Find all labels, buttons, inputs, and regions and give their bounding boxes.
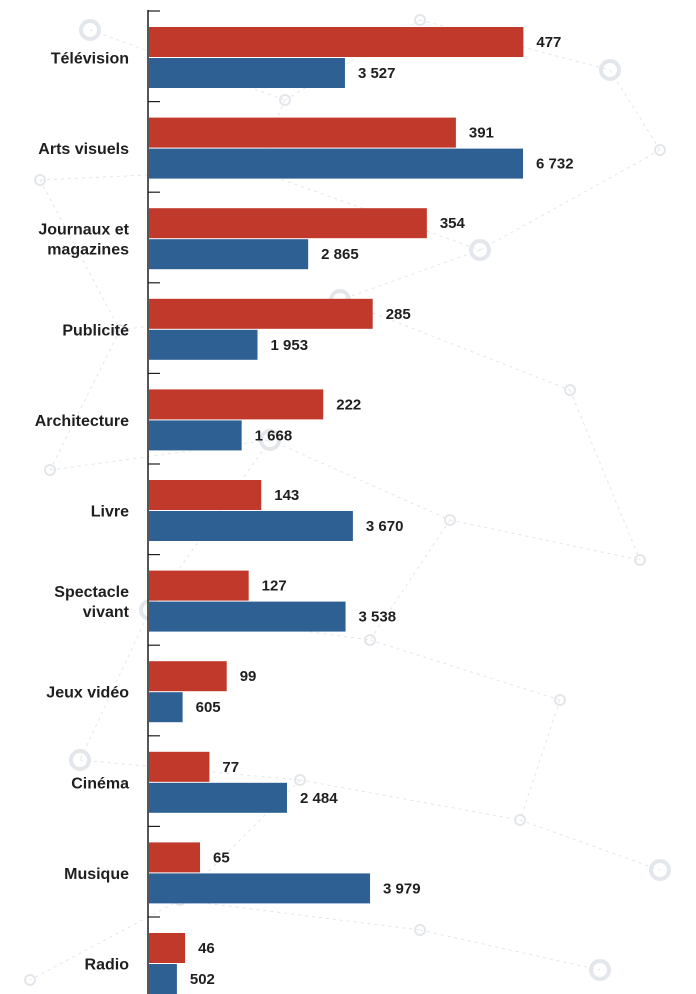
bar-series-2 (149, 783, 287, 813)
network-link (50, 330, 120, 470)
data-label: 65 (213, 849, 230, 866)
data-label: 6 732 (536, 156, 574, 173)
data-label: 222 (336, 396, 361, 413)
category-label: Arts visuels (38, 141, 129, 158)
bar-series-1 (149, 389, 323, 419)
network-link (370, 640, 560, 700)
category-label: Publicité (62, 322, 129, 339)
category-label: Architecture (35, 413, 129, 430)
bar-series-1 (149, 480, 261, 510)
data-label: 3 670 (366, 518, 404, 535)
category-label: Livre (91, 504, 129, 521)
category-label: Journaux et (38, 222, 129, 239)
data-label: 3 979 (383, 880, 421, 897)
network-link (340, 300, 570, 390)
data-label: 99 (240, 668, 257, 685)
category-label: Musique (64, 866, 129, 883)
bar-series-2 (149, 692, 183, 722)
bars-group (149, 27, 523, 994)
network-link (420, 930, 600, 970)
data-label: 605 (196, 699, 221, 716)
category-label: Radio (85, 957, 130, 974)
data-label: 2 484 (300, 790, 338, 807)
bar-series-1 (149, 842, 200, 872)
bar-series-2 (149, 330, 258, 360)
network-link (520, 700, 560, 820)
bar-series-1 (149, 208, 427, 238)
category-label: Jeux vidéo (46, 685, 129, 702)
bar-series-1 (149, 27, 523, 57)
category-label: Cinéma (71, 775, 129, 792)
data-label: 3 538 (359, 609, 397, 626)
data-label: 2 865 (321, 246, 359, 263)
bar-series-1 (149, 118, 456, 148)
bar-series-2 (149, 964, 177, 994)
network-link (520, 820, 660, 870)
data-label: 3 527 (358, 65, 396, 82)
category-label: Télévision (51, 51, 129, 68)
bar-series-2 (149, 602, 346, 632)
bar-series-2 (149, 511, 353, 541)
category-label: Spectacle (54, 584, 129, 601)
data-label: 127 (262, 578, 287, 595)
bar-series-2 (149, 420, 242, 450)
bar-series-1 (149, 933, 185, 963)
data-label: 477 (536, 34, 561, 51)
data-label: 77 (222, 759, 239, 776)
data-label: 1 953 (271, 337, 309, 354)
bar-series-2 (149, 58, 345, 88)
bar-series-2 (149, 149, 523, 179)
bar-series-1 (149, 571, 249, 601)
bar-series-1 (149, 661, 227, 691)
network-link (270, 440, 450, 520)
category-label: magazines (47, 242, 129, 259)
data-label: 354 (440, 215, 466, 232)
data-label: 391 (469, 125, 494, 142)
bar-series-2 (149, 873, 370, 903)
bar-series-1 (149, 752, 209, 782)
data-label: 285 (386, 306, 411, 323)
data-label: 46 (198, 940, 215, 957)
bar-series-2 (149, 239, 308, 269)
data-label: 143 (274, 487, 299, 504)
data-label: 1 668 (255, 427, 293, 444)
category-label: vivant (83, 604, 130, 621)
data-label: 502 (190, 971, 215, 988)
network-link (450, 520, 640, 560)
network-link (610, 70, 660, 150)
network-link (180, 900, 420, 930)
network-link (570, 390, 640, 560)
network-link (340, 250, 480, 300)
bar-series-1 (149, 299, 373, 329)
